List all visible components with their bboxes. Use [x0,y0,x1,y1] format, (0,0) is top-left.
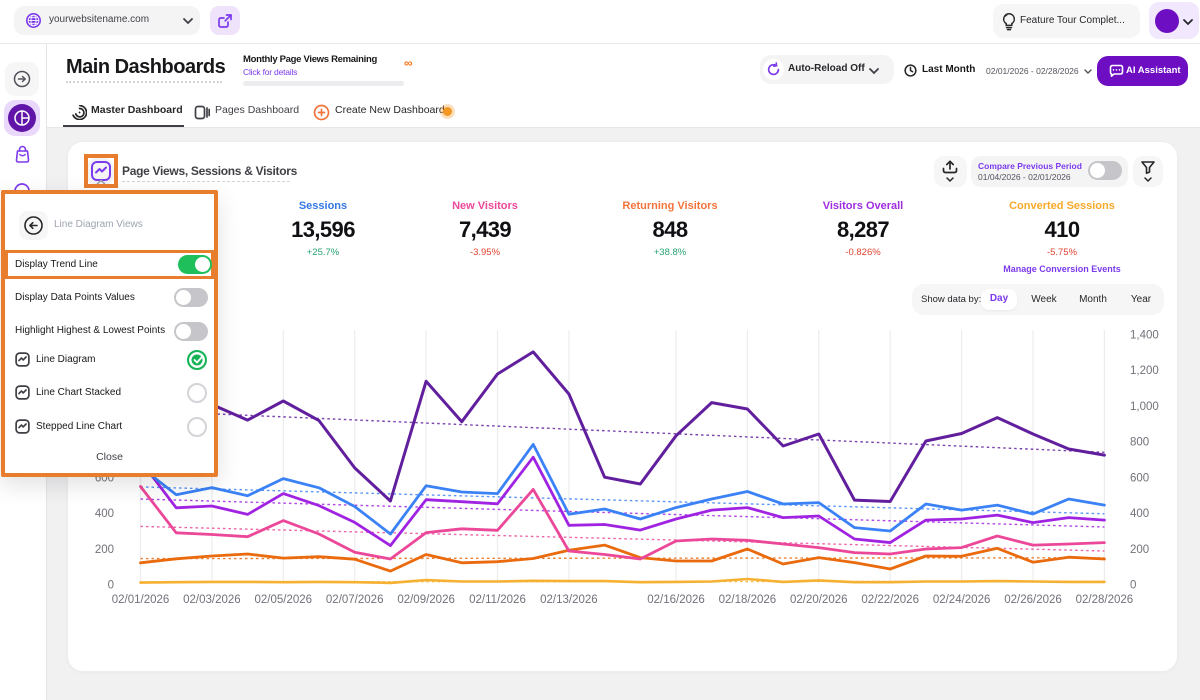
svg-text:02/16/2026: 02/16/2026 [647,594,705,606]
svg-text:400: 400 [1130,508,1149,520]
svg-text:02/20/2026: 02/20/2026 [790,594,848,606]
svg-text:200: 200 [95,544,114,556]
svg-text:1,000: 1,000 [1130,401,1159,413]
svg-text:600: 600 [1130,472,1149,484]
svg-text:02/28/2026: 02/28/2026 [1076,594,1134,606]
svg-text:02/03/2026: 02/03/2026 [183,594,241,606]
svg-text:02/11/2026: 02/11/2026 [469,594,526,606]
svg-text:02/13/2026: 02/13/2026 [540,594,598,606]
svg-text:02/01/2026: 02/01/2026 [112,594,170,606]
svg-text:1,400: 1,400 [1130,330,1159,342]
svg-text:200: 200 [1130,544,1149,556]
svg-text:0: 0 [1130,580,1136,592]
svg-text:02/22/2026: 02/22/2026 [861,594,919,606]
svg-text:0: 0 [108,580,114,592]
svg-text:02/07/2026: 02/07/2026 [326,594,384,606]
svg-text:02/18/2026: 02/18/2026 [719,594,777,606]
svg-text:400: 400 [95,508,114,520]
svg-text:02/09/2026: 02/09/2026 [397,594,455,606]
svg-text:02/26/2026: 02/26/2026 [1004,594,1062,606]
svg-text:800: 800 [1130,437,1149,449]
svg-text:02/24/2026: 02/24/2026 [933,594,991,606]
svg-text:1,200: 1,200 [1130,365,1159,377]
svg-text:02/05/2026: 02/05/2026 [255,594,313,606]
